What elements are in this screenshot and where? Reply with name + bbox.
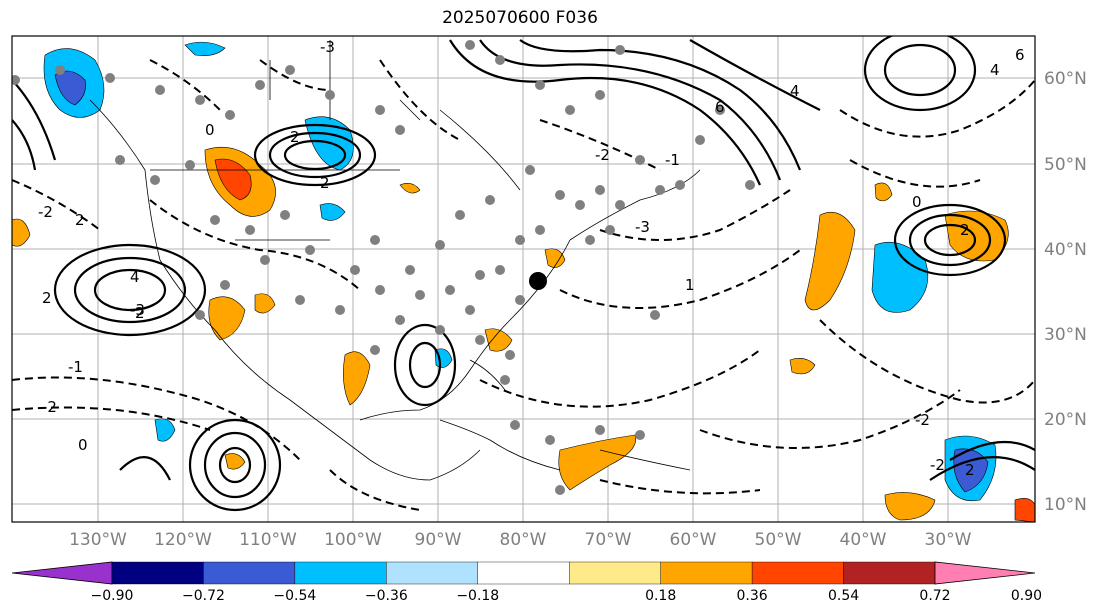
map-title: 2025070600 F036: [442, 8, 598, 28]
svg-text:40°W: 40°W: [840, 530, 887, 550]
svg-text:2: 2: [135, 304, 145, 322]
svg-text:60°W: 60°W: [670, 530, 717, 550]
colorbar-bin: [203, 561, 296, 585]
colorbar: [11, 561, 1036, 585]
svg-text:-3: -3: [130, 301, 145, 319]
svg-text:6: 6: [1015, 46, 1025, 64]
svg-text:-2: -2: [595, 146, 610, 164]
svg-text:0: 0: [78, 436, 88, 454]
station-markers: [12, 40, 755, 495]
svg-text:70°W: 70°W: [585, 530, 632, 550]
shaded-field: [12, 41, 1035, 522]
location-marker: [529, 272, 547, 290]
svg-text:120°W: 120°W: [154, 530, 212, 550]
svg-text:2: 2: [965, 461, 975, 479]
contours-dashed: [12, 59, 1035, 511]
svg-text:-2: -2: [42, 398, 57, 416]
colorbar-tick-label: −0.72: [182, 588, 225, 604]
colorbar-tick-label: 0.36: [737, 588, 768, 604]
svg-text:10°N: 10°N: [1044, 495, 1087, 515]
svg-text:0: 0: [912, 193, 922, 211]
svg-text:-3: -3: [635, 218, 650, 236]
svg-text:50°N: 50°N: [1044, 155, 1087, 175]
svg-text:80°W: 80°W: [500, 530, 547, 550]
svg-text:2: 2: [960, 221, 970, 239]
svg-text:-1: -1: [68, 358, 83, 376]
svg-text:60°N: 60°N: [1044, 69, 1087, 89]
colorbar-bin: [843, 561, 936, 585]
svg-text:-2: -2: [915, 411, 930, 429]
colorbar-extend-high: [934, 561, 1036, 585]
colorbar-extend-low: [11, 561, 113, 585]
colorbar-tick-label: −0.90: [91, 588, 134, 604]
colorbar-labels: −0.90 −0.72 −0.54 −0.36 −0.18 0.18 0.36 0.54 0.7…: [91, 588, 1042, 604]
colorbar-tick-label: 0.72: [919, 588, 950, 604]
svg-text:2: 2: [75, 211, 85, 229]
contour-labels: -3 2 4 0 -2 -1 1 6 2 -2 0 4 -3 2 0 -2 2 …: [38, 38, 1025, 479]
map-frame: [11, 35, 1036, 523]
svg-text:2: 2: [320, 174, 330, 192]
svg-text:4: 4: [130, 268, 140, 286]
colorbar-tick-label: −0.54: [273, 588, 316, 604]
colorbar-tick-label: 0.90: [1011, 588, 1042, 604]
svg-text:2: 2: [42, 289, 52, 307]
longitude-labels: 130°W 120°W 110°W 100°W 90°W 80°W 70°W 6…: [69, 530, 972, 550]
svg-text:110°W: 110°W: [239, 530, 297, 550]
svg-text:-3: -3: [320, 38, 335, 56]
colorbar-bin: [477, 561, 570, 585]
svg-text:130°W: 130°W: [69, 530, 127, 550]
colorbar-tick-label: 0.54: [828, 588, 859, 604]
svg-text:4: 4: [790, 82, 800, 100]
svg-text:20°N: 20°N: [1044, 410, 1087, 430]
svg-text:-1: -1: [665, 151, 680, 169]
svg-text:2: 2: [290, 128, 300, 146]
colorbar-bin: [751, 561, 844, 585]
colorbar-bin: [111, 561, 204, 585]
latitude-labels: 60°N 50°N 40°N 30°N 20°N 10°N: [1044, 69, 1087, 515]
colorbar-bin: [386, 561, 478, 585]
colorbar-tick-label: −0.18: [456, 588, 499, 604]
svg-text:-2: -2: [930, 456, 945, 474]
svg-text:-2: -2: [38, 203, 53, 221]
svg-text:4: 4: [990, 61, 1000, 79]
svg-text:30°W: 30°W: [925, 530, 972, 550]
svg-text:90°W: 90°W: [415, 530, 462, 550]
svg-text:6: 6: [715, 98, 725, 116]
svg-text:50°W: 50°W: [755, 530, 802, 550]
svg-text:1: 1: [685, 276, 695, 294]
colorbar-bin: [660, 561, 753, 585]
svg-text:100°W: 100°W: [324, 530, 382, 550]
colorbar-bin: [294, 561, 387, 585]
colorbar-tick-label: 0.18: [645, 588, 676, 604]
colorbar-bin: [569, 561, 661, 585]
colorbar-tick-label: −0.36: [365, 588, 408, 604]
svg-text:0: 0: [205, 121, 215, 139]
svg-text:30°N: 30°N: [1044, 325, 1087, 345]
contours: [12, 36, 1035, 512]
svg-text:40°N: 40°N: [1044, 240, 1087, 260]
